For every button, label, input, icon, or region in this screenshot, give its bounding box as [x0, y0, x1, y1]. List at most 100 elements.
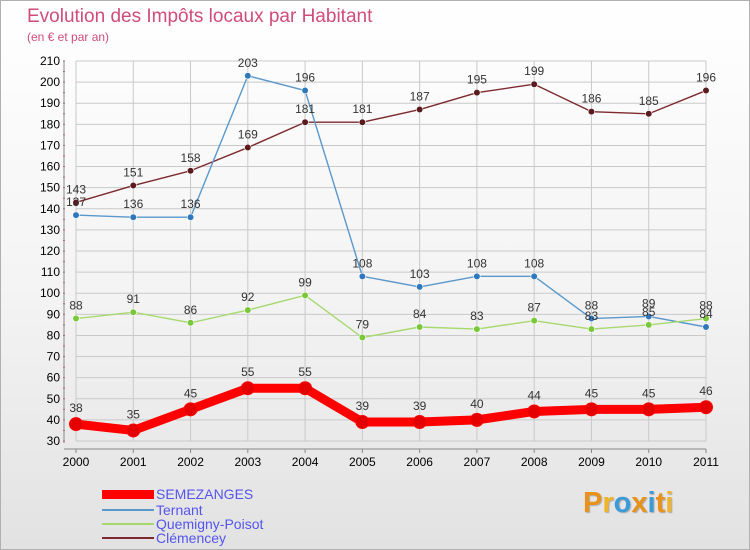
data-label-clemencey: 199	[524, 64, 544, 78]
data-label-semezanges: 35	[127, 407, 141, 421]
data-point-quemigny-poisot	[473, 325, 481, 333]
data-point-clemencey	[530, 80, 538, 88]
data-point-ternant	[129, 213, 137, 221]
y-tick-label: 90	[47, 307, 61, 321]
data-label-ternant: 136	[123, 197, 143, 211]
data-point-ternant	[530, 272, 538, 280]
data-label-quemigny-poisot: 83	[470, 309, 484, 323]
data-point-semezanges	[240, 381, 255, 396]
data-label-quemigny-poisot: 92	[241, 290, 255, 304]
data-point-clemencey	[129, 181, 137, 190]
data-point-ternant	[301, 86, 309, 95]
legend-label-semezanges: SEMEZANGES	[156, 486, 254, 502]
data-point-quemigny-poisot	[416, 323, 424, 331]
data-point-quemigny-poisot	[358, 333, 366, 342]
data-point-clemencey	[587, 108, 596, 116]
chart-title: Evolution des Impôts locaux par Habitant	[27, 6, 373, 27]
data-point-quemigny-poisot	[72, 314, 80, 323]
data-point-clemencey	[645, 110, 653, 118]
data-point-ternant	[645, 312, 653, 321]
legend-swatch-clemencey	[102, 537, 154, 539]
data-label-clemencey: 187	[410, 90, 430, 104]
data-label-quemigny-poisot: 85	[642, 305, 656, 319]
data-label-quemigny-poisot: 87	[528, 301, 542, 315]
data-label-semezanges: 39	[413, 399, 427, 413]
x-tick-label: 2004	[292, 455, 319, 469]
data-point-semezanges	[699, 400, 713, 415]
data-label-clemencey: 196	[696, 71, 716, 85]
data-label-semezanges: 45	[585, 386, 599, 400]
data-label-quemigny-poisot: 79	[356, 318, 370, 332]
data-point-semezanges	[69, 417, 83, 432]
proxiti-logo: Proxiti	[583, 487, 673, 520]
data-label-quemigny-poisot: 83	[585, 309, 599, 323]
data-point-ternant	[72, 211, 80, 219]
logo-letter: t	[655, 487, 666, 519]
data-label-quemigny-poisot: 86	[184, 303, 198, 317]
data-point-clemencey	[72, 198, 80, 207]
data-point-semezanges	[412, 415, 427, 429]
y-tick-label: 210	[40, 54, 60, 68]
data-label-semezanges: 45	[184, 386, 198, 400]
legend-label-clemencey: Clémencey	[156, 530, 227, 546]
data-point-ternant	[587, 314, 596, 323]
y-tick-label: 40	[47, 413, 61, 427]
legend-label-quemigny-poisot: Quemigny-Poisot	[156, 516, 264, 532]
data-label-clemencey: 181	[295, 102, 315, 116]
y-tick-label: 190	[40, 96, 60, 110]
data-point-ternant	[473, 272, 481, 280]
x-tick-label: 2011	[693, 455, 719, 469]
series-line-clemencey	[75, 83, 707, 204]
y-tick-label: 130	[40, 223, 60, 237]
data-label-semezanges: 38	[69, 401, 83, 415]
y-tick-label: 30	[47, 434, 61, 448]
x-tick-label: 2003	[234, 455, 261, 469]
y-tick-label: 60	[47, 371, 61, 385]
chart-subtitle: (en € et par an)	[27, 30, 110, 44]
data-label-clemencey: 143	[66, 182, 86, 196]
data-point-ternant	[186, 213, 195, 221]
data-point-clemencey	[358, 118, 366, 126]
data-label-clemencey: 151	[123, 166, 143, 180]
data-label-ternant: 108	[524, 256, 544, 270]
data-point-ternant	[358, 272, 366, 280]
y-tick-label: 100	[40, 286, 60, 300]
y-tick-label: 80	[47, 328, 61, 342]
series-line-semezanges	[71, 383, 711, 435]
data-point-quemigny-poisot	[129, 308, 137, 316]
x-tick-label: 2001	[120, 455, 147, 469]
y-tick-label: 140	[40, 202, 60, 216]
data-label-clemencey: 181	[352, 102, 372, 116]
data-point-clemencey	[301, 118, 309, 126]
data-point-ternant	[244, 72, 252, 80]
series-layer	[69, 72, 713, 438]
x-tick-label: 2006	[406, 455, 433, 469]
legend-label-ternant: Ternant	[156, 502, 203, 518]
data-label-clemencey: 169	[238, 128, 258, 142]
data-label-semezanges: 44	[528, 388, 542, 402]
x-tick-label: 2007	[464, 455, 491, 469]
data-label-clemencey: 185	[639, 94, 659, 108]
logo-letter: o	[613, 487, 632, 519]
data-point-quemigny-poisot	[301, 291, 309, 299]
data-label-clemencey: 186	[581, 92, 601, 106]
data-label-semezanges: 55	[298, 365, 312, 379]
y-tick-label: 180	[40, 117, 60, 131]
data-point-semezanges	[469, 412, 484, 427]
data-label-ternant: 108	[352, 256, 372, 270]
data-point-semezanges	[183, 402, 198, 417]
x-tick-label: 2008	[521, 455, 548, 469]
data-point-semezanges	[298, 381, 313, 396]
data-point-clemencey	[702, 86, 710, 95]
data-point-ternant	[416, 283, 424, 291]
data-label-quemigny-poisot: 88	[69, 299, 83, 313]
data-label-clemencey: 158	[181, 151, 201, 165]
grid-layer	[75, 60, 707, 442]
data-label-ternant: 84	[699, 307, 713, 321]
y-tick-label: 200	[40, 75, 60, 89]
data-label-quemigny-poisot: 88	[699, 299, 713, 313]
data-point-quemigny-poisot	[244, 306, 252, 314]
data-label-ternant: 88	[585, 299, 599, 313]
x-tick-label: 2000	[63, 455, 90, 469]
